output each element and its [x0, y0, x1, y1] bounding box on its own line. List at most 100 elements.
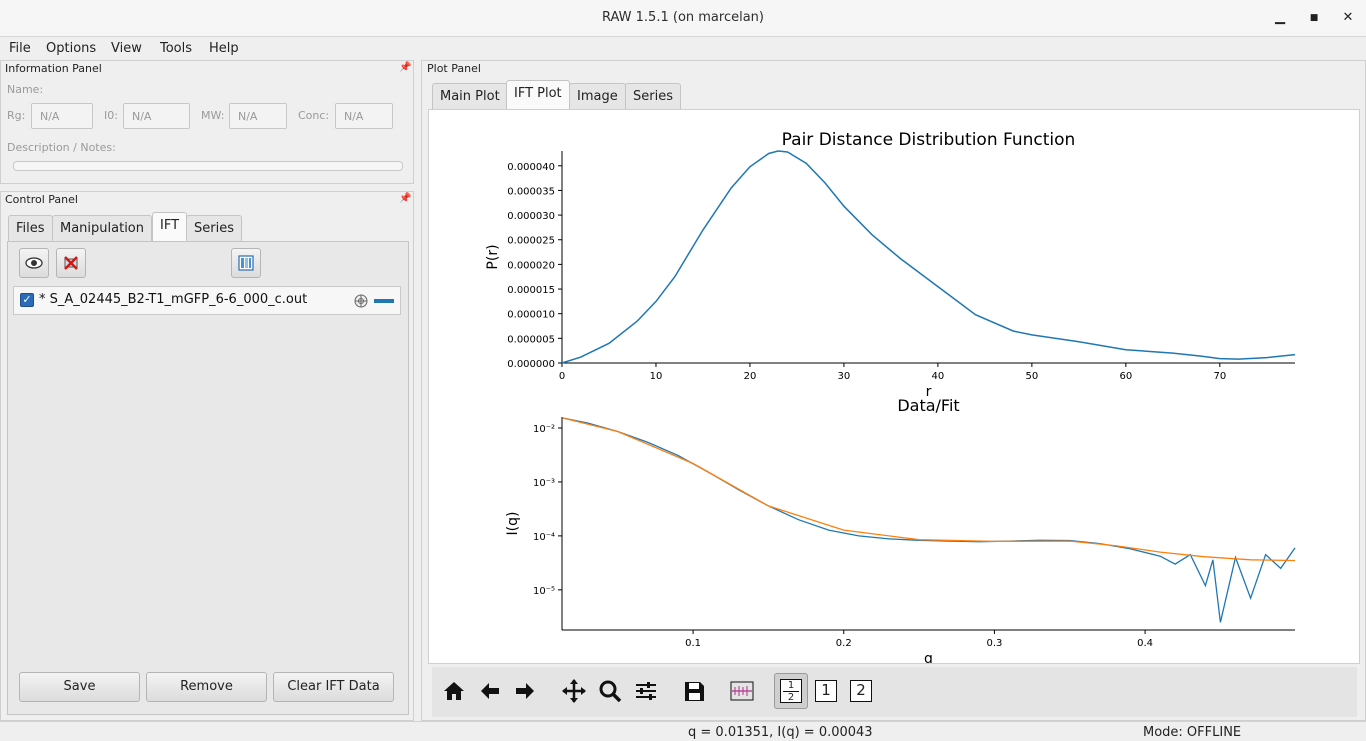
mode-status: Mode: OFFLINE: [1143, 725, 1242, 740]
fit-series-line: [562, 417, 1296, 562]
pin-icon[interactable]: 📌: [399, 193, 412, 204]
list-item[interactable]: ✓ * S_A_02445_B2-T1_mGFP_6-6_000_c.out: [13, 286, 401, 315]
half-top-label: 1: [787, 680, 795, 691]
tab-image[interactable]: Image: [569, 83, 626, 109]
plot-panel: Plot Panel Main Plot IFT Plot Image Seri…: [421, 60, 1366, 721]
x-tick-label: 0.1: [685, 638, 701, 649]
save-figure-icon[interactable]: [680, 677, 708, 705]
y-axis-label: P(r): [485, 244, 501, 269]
line-color-swatch[interactable]: [374, 299, 394, 303]
title-bar: RAW 1.5.1 (on marcelan) ▁ ■ ✕: [0, 0, 1366, 37]
x-axis-label: r: [926, 384, 932, 400]
show-button[interactable]: [19, 248, 49, 278]
x-tick-label: 0.2: [836, 638, 852, 649]
y-axis-label: I(q): [505, 512, 521, 536]
save-button[interactable]: Save: [19, 672, 140, 702]
x-tick-label: 40: [932, 371, 945, 382]
y-tick-label: 10⁻²: [533, 424, 555, 435]
menu-tools[interactable]: Tools: [160, 41, 193, 56]
x-axis-label: q: [924, 651, 933, 663]
pr-chart: Pair Distance Distribution Function r P(r)…: [485, 130, 1296, 400]
clear-ift-data-button[interactable]: Clear IFT Data: [273, 672, 394, 702]
home-icon[interactable]: [440, 677, 468, 705]
y-tick-label: 0.000000: [507, 359, 555, 370]
both-plots-icon[interactable]: 1 2: [774, 673, 808, 709]
item-filename: * S_A_02445_B2-T1_mGFP_6-6_000_c.out: [39, 292, 308, 307]
y-tick-label: 0.000015: [507, 285, 555, 296]
x-tick-label: 20: [744, 371, 757, 382]
status-bar: q = 0.01351, I(q) = 0.00043 Mode: OFFLIN…: [0, 721, 1366, 741]
hide-button[interactable]: [56, 248, 86, 278]
y-tick-label: 0.000020: [507, 260, 555, 271]
x-tick-label: 30: [838, 371, 851, 382]
maximize-button[interactable]: ■: [1309, 13, 1319, 23]
information-panel-title: Information Panel: [5, 62, 102, 75]
plot-panel-title: Plot Panel: [427, 62, 481, 75]
tab-manipulation[interactable]: Manipulation: [52, 215, 153, 241]
tab-series[interactable]: Series: [625, 83, 681, 109]
pan-icon[interactable]: [560, 677, 588, 705]
x-tick-label: 10: [650, 371, 663, 382]
remove-button[interactable]: Remove: [146, 672, 267, 702]
tab-series[interactable]: Series: [186, 215, 242, 241]
menu-bar: File Options View Tools Help: [0, 37, 1366, 60]
y-tick-label: 0.000025: [507, 236, 555, 247]
eye-icon: [25, 257, 43, 269]
ift-tab-body: [7, 241, 409, 715]
x-tick-label: 60: [1119, 371, 1132, 382]
y-tick-label: 0.000030: [507, 211, 555, 222]
i0-field: N/A: [123, 103, 190, 129]
minimize-button[interactable]: ▁: [1275, 10, 1285, 25]
columns-icon: [238, 255, 254, 271]
y-tick-label: 0.000010: [507, 310, 555, 321]
y-tick-label: 10⁻⁴: [533, 532, 555, 543]
data-fit-chart: Data/Fit q I(q) 0.1 0.2 0.3 0.4 10⁻² 10⁻³ 10⁻⁴ 10⁻…: [505, 396, 1296, 667]
close-button[interactable]: ✕: [1342, 10, 1354, 25]
y-tick-label: 10⁻⁵: [533, 586, 555, 597]
tab-files[interactable]: Files: [8, 215, 53, 241]
conc-label: Conc:: [298, 109, 330, 122]
menu-view[interactable]: View: [111, 41, 142, 56]
conc-field: N/A: [335, 103, 393, 129]
plot-canvas[interactable]: Pair Distance Distribution Function r P(r)…: [428, 109, 1360, 667]
menu-file[interactable]: File: [9, 41, 31, 56]
pin-icon[interactable]: 📌: [399, 62, 412, 73]
tab-ift[interactable]: IFT: [152, 212, 188, 241]
notes-field[interactable]: [13, 161, 403, 171]
half-bottom-label: 2: [783, 691, 799, 703]
item-checkbox[interactable]: ✓: [20, 293, 34, 307]
configure-subplots-icon[interactable]: [632, 677, 660, 705]
mw-field: N/A: [229, 103, 287, 129]
y-tick-label: 10⁻³: [533, 478, 555, 489]
plot-1-icon[interactable]: 1: [815, 680, 837, 702]
data-series-line: [562, 417, 1296, 623]
y-tick-label: 0.000005: [507, 334, 555, 345]
plot-2-icon[interactable]: 2: [850, 680, 872, 702]
error-bars-icon[interactable]: [728, 677, 756, 705]
information-panel: Information Panel 📌 Name: Rg: N/A I0: N/…: [0, 60, 414, 184]
rg-label: Rg:: [7, 109, 26, 122]
menu-options[interactable]: Options: [46, 41, 97, 56]
x-tick-label: 0.3: [986, 638, 1002, 649]
y-tick-label: 0.000040: [507, 162, 555, 173]
tab-ift-plot[interactable]: IFT Plot: [506, 80, 570, 109]
menu-help[interactable]: Help: [209, 41, 239, 56]
control-panel-title: Control Panel: [5, 193, 78, 206]
back-arrow-icon[interactable]: [476, 677, 504, 705]
target-icon[interactable]: [353, 293, 369, 309]
notes-label: Description / Notes:: [7, 141, 116, 154]
select-columns-button[interactable]: [231, 248, 261, 278]
x-tick-label: 70: [1213, 371, 1226, 382]
ift-chart[interactable]: Pair Distance Distribution Function r P(r)…: [429, 110, 1359, 667]
forward-arrow-icon[interactable]: [511, 677, 539, 705]
window-title: RAW 1.5.1 (on marcelan): [601, 10, 764, 25]
i0-label: I0:: [104, 109, 118, 122]
x-tick-label: 50: [1026, 371, 1039, 382]
name-label: Name:: [7, 83, 44, 96]
plot-toolbar: 1 2 1 2: [432, 667, 1357, 717]
tab-main-plot[interactable]: Main Plot: [432, 83, 508, 109]
mw-label: MW:: [201, 109, 225, 122]
y-tick-label: 0.000035: [507, 186, 555, 197]
zoom-icon[interactable]: [596, 677, 624, 705]
rg-field: N/A: [31, 103, 93, 129]
